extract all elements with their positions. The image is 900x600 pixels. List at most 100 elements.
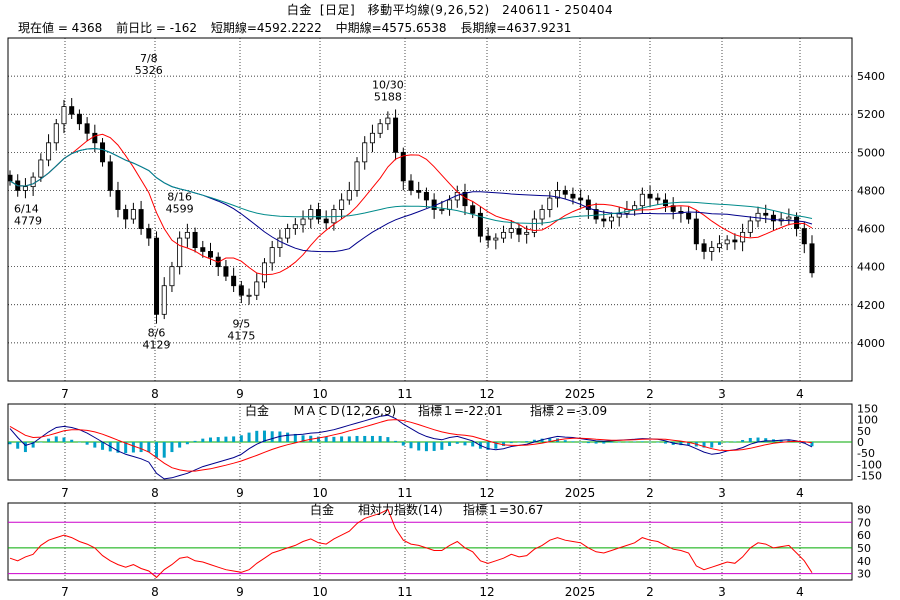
candle-down: [115, 190, 121, 210]
macd-histogram-bar: [340, 436, 344, 442]
info-bar: 現在値 = 4368 前日比 = -162 短期線=4592.2222 中期線=…: [18, 19, 581, 36]
price-y-tick-label: 4800: [857, 184, 885, 197]
macd-x-tick-label: 12: [479, 486, 494, 500]
price-x-tick-label: 9: [236, 387, 244, 401]
candle-down: [146, 228, 152, 239]
macd-y-tick-label: -50: [857, 447, 875, 460]
candle-up: [261, 262, 267, 283]
price-x-tick-label: 7: [61, 387, 69, 401]
macd-histogram-bar: [409, 442, 413, 449]
macd-symbol-label: 白金: [245, 403, 269, 418]
macd-histogram-bar: [16, 442, 20, 449]
macd-histogram-bar: [494, 442, 498, 449]
candle-up: [184, 231, 190, 239]
rsi-indicator1-label: 指標１=30.67: [463, 502, 543, 517]
macd-histogram-bar: [378, 435, 382, 442]
macd-histogram-bar: [70, 439, 74, 442]
candle-down: [578, 197, 584, 201]
macd-histogram-bar: [640, 441, 644, 442]
price-x-tick-label: 4: [796, 387, 804, 401]
macd-histogram-bar: [77, 442, 81, 443]
macd-histogram-bar: [85, 442, 89, 445]
day-change: 前日比 = -162: [116, 21, 197, 35]
price-y-tick-label: 5000: [857, 146, 885, 159]
macd-histogram-bar: [116, 442, 120, 453]
annotation-value: 4779: [14, 214, 42, 227]
candle-down: [154, 237, 160, 315]
macd-indicator1-label: 指標１=-22.01: [418, 403, 503, 418]
price-y-tick-label: 4400: [857, 261, 885, 274]
macd-histogram-bar: [725, 442, 729, 443]
annotation-date: 8/6: [148, 326, 166, 339]
candle-down: [107, 161, 113, 191]
candle-up: [269, 247, 275, 264]
candle-down: [393, 117, 399, 153]
candle-up: [292, 224, 298, 229]
candle-down: [92, 132, 98, 144]
candle-up: [632, 205, 638, 210]
mid-ma-line: [9, 147, 813, 253]
candle-down: [416, 190, 422, 193]
macd-line: [9, 414, 813, 480]
macd-histogram-bar: [702, 442, 706, 448]
candle-up: [30, 176, 36, 188]
candle-down: [192, 231, 198, 249]
macd-histogram-bar: [679, 442, 683, 446]
macd-histogram-bar: [131, 442, 135, 453]
candle-down: [84, 123, 90, 134]
candle-down: [76, 113, 82, 125]
candle-up: [716, 243, 722, 249]
candle-down: [570, 193, 576, 199]
candle-down: [732, 239, 738, 243]
candle-up: [61, 106, 67, 125]
candle-down: [562, 190, 568, 195]
candle-down: [207, 251, 214, 258]
candle-up: [38, 159, 44, 178]
candle-up: [169, 266, 175, 287]
candle-down: [100, 142, 106, 163]
price-panel: 4000 4200 4400 4600 4800 5000 5200 5400 7 8 9 10 11 1…: [7, 37, 885, 401]
macd-histogram-bar: [448, 442, 452, 447]
macd-histogram-bar: [764, 438, 768, 442]
candle-up: [277, 237, 283, 249]
candle-down: [231, 275, 237, 287]
candle-down: [601, 218, 607, 222]
macd-x-tick-label: 3: [718, 486, 726, 500]
candle-down: [477, 212, 483, 237]
rsi-x-tick-label: 8: [151, 585, 159, 599]
candle-down: [516, 228, 522, 235]
candle-up: [709, 247, 715, 252]
candle-down: [701, 243, 707, 252]
annotation-value: 5188: [374, 91, 402, 104]
candle-down: [686, 212, 692, 220]
macd-y-tick-label: 50: [857, 425, 871, 438]
rsi-y-tick-label: 40: [857, 555, 871, 568]
candle-up: [531, 218, 537, 233]
annotation-date: 7/8: [140, 52, 158, 65]
candle-up: [786, 216, 792, 220]
candle-down: [647, 193, 653, 199]
macd-histogram-bar: [625, 441, 629, 443]
macd-histogram-bar: [62, 437, 66, 442]
candle-up: [747, 220, 753, 233]
macd-histogram-bar: [779, 439, 783, 442]
candle-up: [385, 117, 391, 125]
candle-up: [639, 193, 645, 207]
macd-histogram-bar: [717, 442, 721, 445]
macd-histogram-bar: [579, 442, 583, 443]
macd-histogram-bar: [286, 432, 290, 442]
candle-up: [524, 231, 530, 235]
macd-y-tick-label: 150: [857, 402, 878, 415]
candle-down: [662, 199, 668, 207]
candle-up: [362, 142, 368, 163]
signal-line: [9, 419, 813, 472]
macd-histogram-bar: [663, 442, 667, 444]
macd-histogram-bar: [424, 442, 428, 452]
macd-histogram-bar: [810, 442, 814, 447]
price-y-tick-label: 5200: [857, 108, 885, 121]
candle-up: [608, 216, 615, 222]
macd-histogram-bar: [347, 436, 351, 442]
macd-histogram-bar: [178, 442, 182, 448]
macd-histogram-bar: [8, 442, 12, 445]
candle-up: [555, 190, 561, 199]
